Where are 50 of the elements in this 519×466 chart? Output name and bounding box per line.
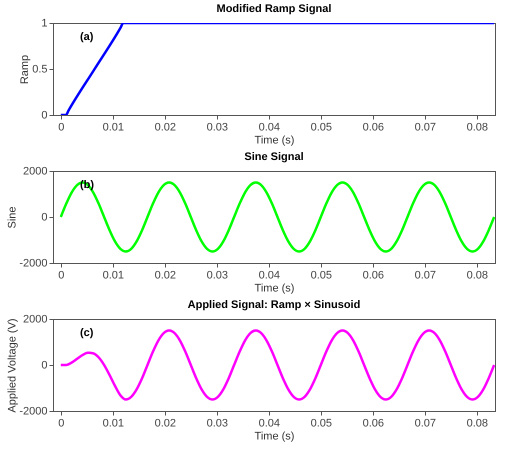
x-tick-label: 0.03 bbox=[206, 418, 228, 430]
x-axis-title: Time (s) bbox=[254, 430, 294, 442]
x-tick-label: 0.07 bbox=[414, 418, 436, 430]
x-tick-label: 0.08 bbox=[466, 418, 488, 430]
chart-title: Sine Signal bbox=[244, 151, 304, 163]
line-series bbox=[60, 23, 495, 115]
line-series bbox=[60, 181, 495, 253]
y-tick-label: 0 bbox=[41, 360, 48, 372]
y-tick-label: 2000 bbox=[23, 166, 48, 178]
x-tick-label: 0.02 bbox=[154, 270, 176, 282]
x-tick-label: 0.01 bbox=[102, 270, 124, 282]
x-tick-label: 0.04 bbox=[258, 122, 280, 134]
x-tick-label: 0.08 bbox=[466, 270, 488, 282]
chart-title: Modified Ramp Signal bbox=[216, 3, 332, 15]
annotation: (a) bbox=[80, 31, 94, 43]
y-axis-title: Ramp bbox=[19, 54, 32, 84]
x-tick-label: 0.04 bbox=[258, 270, 280, 282]
x-tick-label: 0.06 bbox=[362, 122, 384, 134]
x-tick-label: 0.05 bbox=[310, 122, 332, 134]
x-tick-label: 0 bbox=[58, 418, 64, 430]
line-series bbox=[60, 329, 495, 401]
annotation: (c) bbox=[80, 327, 94, 339]
x-axis-title: Time (s) bbox=[254, 282, 294, 294]
y-tick-label: 2000 bbox=[23, 314, 48, 326]
x-tick-label: 0.05 bbox=[310, 270, 332, 282]
x-tick-label: 0.08 bbox=[466, 122, 488, 134]
chart-title: Applied Signal: Ramp × Sinusoid bbox=[188, 299, 360, 311]
y-tick-label: -2000 bbox=[19, 406, 48, 418]
x-tick-label: 0.03 bbox=[206, 122, 228, 134]
y-tick-label: 0.5 bbox=[32, 64, 48, 76]
x-tick-label: 0.06 bbox=[362, 418, 384, 430]
x-tick-label: 0.05 bbox=[310, 418, 332, 430]
x-tick-label: 0.02 bbox=[154, 122, 176, 134]
x-tick-label: 0.07 bbox=[414, 270, 436, 282]
y-tick-label: -2000 bbox=[19, 258, 48, 270]
y-tick-label: 0 bbox=[41, 110, 48, 122]
x-tick-label: 0.06 bbox=[362, 270, 384, 282]
y-axis-title: Applied Voltage (V) bbox=[6, 318, 18, 413]
x-tick-label: 0.04 bbox=[258, 418, 280, 430]
x-tick-label: 0.07 bbox=[414, 122, 436, 134]
y-tick-label: 0 bbox=[41, 212, 48, 224]
x-tick-label: 0.01 bbox=[102, 122, 124, 134]
x-tick-label: 0.03 bbox=[206, 270, 228, 282]
x-tick-label: 0 bbox=[58, 122, 64, 134]
x-tick-label: 0 bbox=[58, 270, 64, 282]
y-axis-title: Sine bbox=[6, 206, 18, 229]
x-tick-label: 0.02 bbox=[154, 418, 176, 430]
x-tick-label: 0.01 bbox=[102, 418, 124, 430]
x-axis-title: Time (s) bbox=[254, 134, 294, 146]
y-tick-label: 1 bbox=[41, 18, 48, 30]
